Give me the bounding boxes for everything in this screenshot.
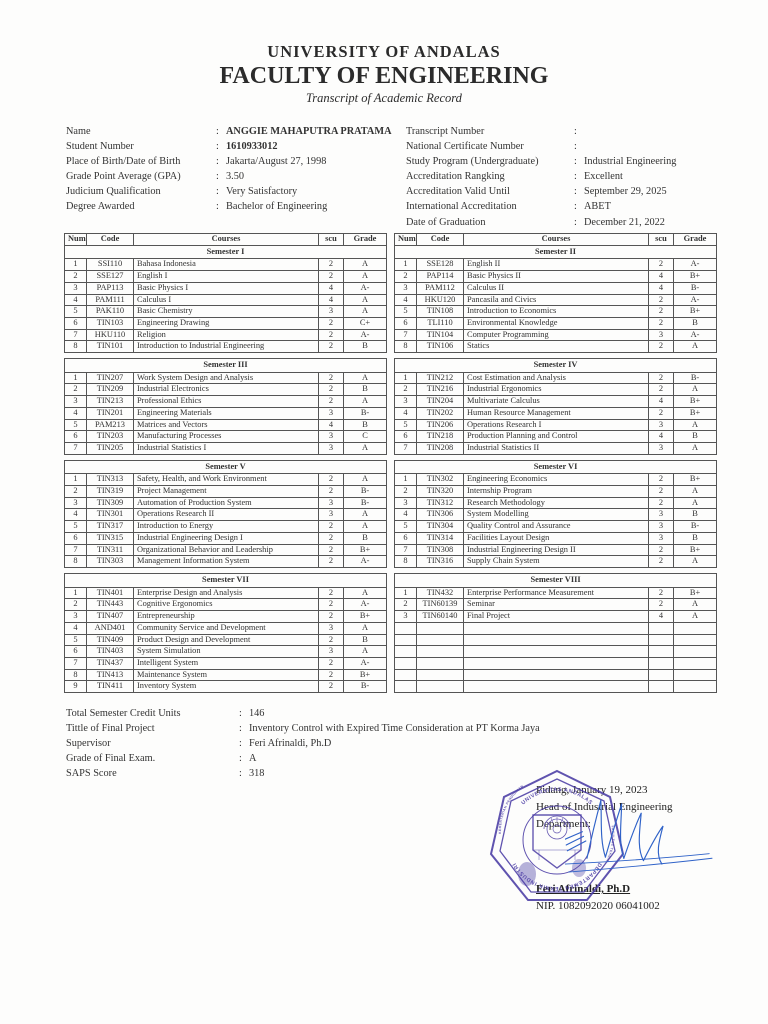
svg-text:KEMENTERIAN PENDIDIKAN: KEMENTERIAN PENDIDIKAN [498,784,525,834]
